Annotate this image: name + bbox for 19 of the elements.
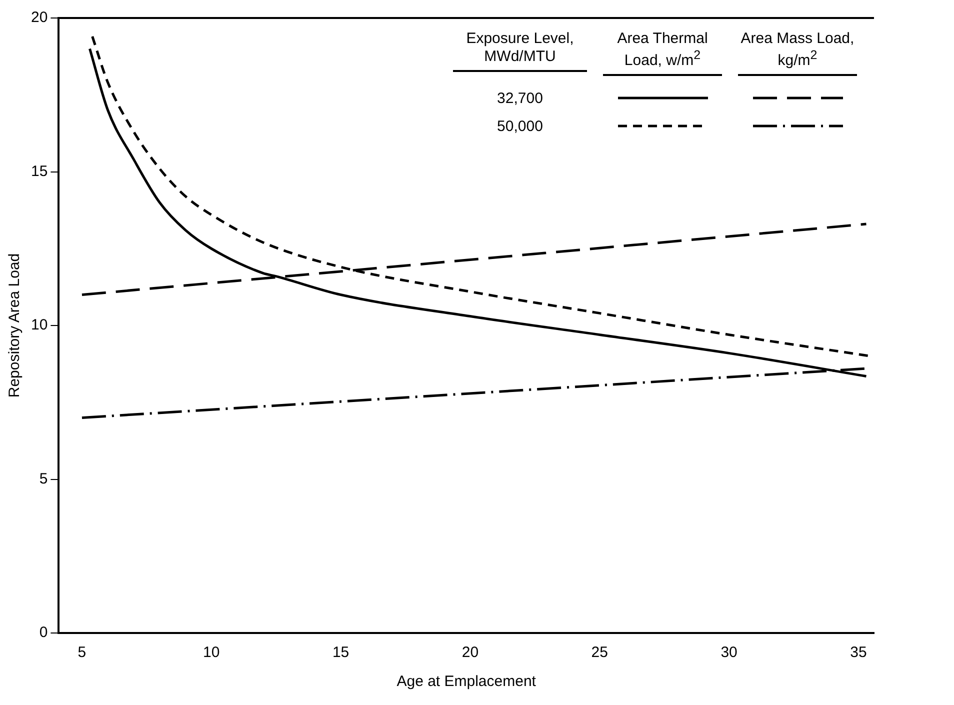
annotation: Area Thermal Load, w/m$^{2}$	[616, 30, 709, 70]
annotation: Exposure Level, MWd/MTU	[465, 30, 575, 66]
y-axis-title: Repository Area Load	[6, 253, 24, 398]
x-tick-label: 35	[850, 644, 867, 662]
x-tick-label: 5	[78, 644, 86, 662]
x-tick-label: 20	[462, 644, 479, 662]
annotation: 32,700	[496, 88, 544, 108]
annotation: 50,000	[496, 116, 544, 136]
y-tick-label: 15	[30, 162, 48, 180]
x-tick-label: 10	[203, 644, 220, 662]
annotation: Area Mass Load, kg/m$^{2}$	[740, 30, 856, 70]
y-tick-label: 5	[39, 470, 48, 488]
x-tick-label: 30	[720, 644, 738, 662]
y-tick-label: 0	[39, 624, 48, 642]
x-axis-title: Age at Emplacement	[396, 673, 537, 690]
x-tick-label: 25	[591, 644, 608, 662]
y-tick-label: 20	[30, 9, 48, 26]
x-tick-label: 15	[332, 644, 350, 662]
y-tick-label: 10	[30, 316, 48, 334]
